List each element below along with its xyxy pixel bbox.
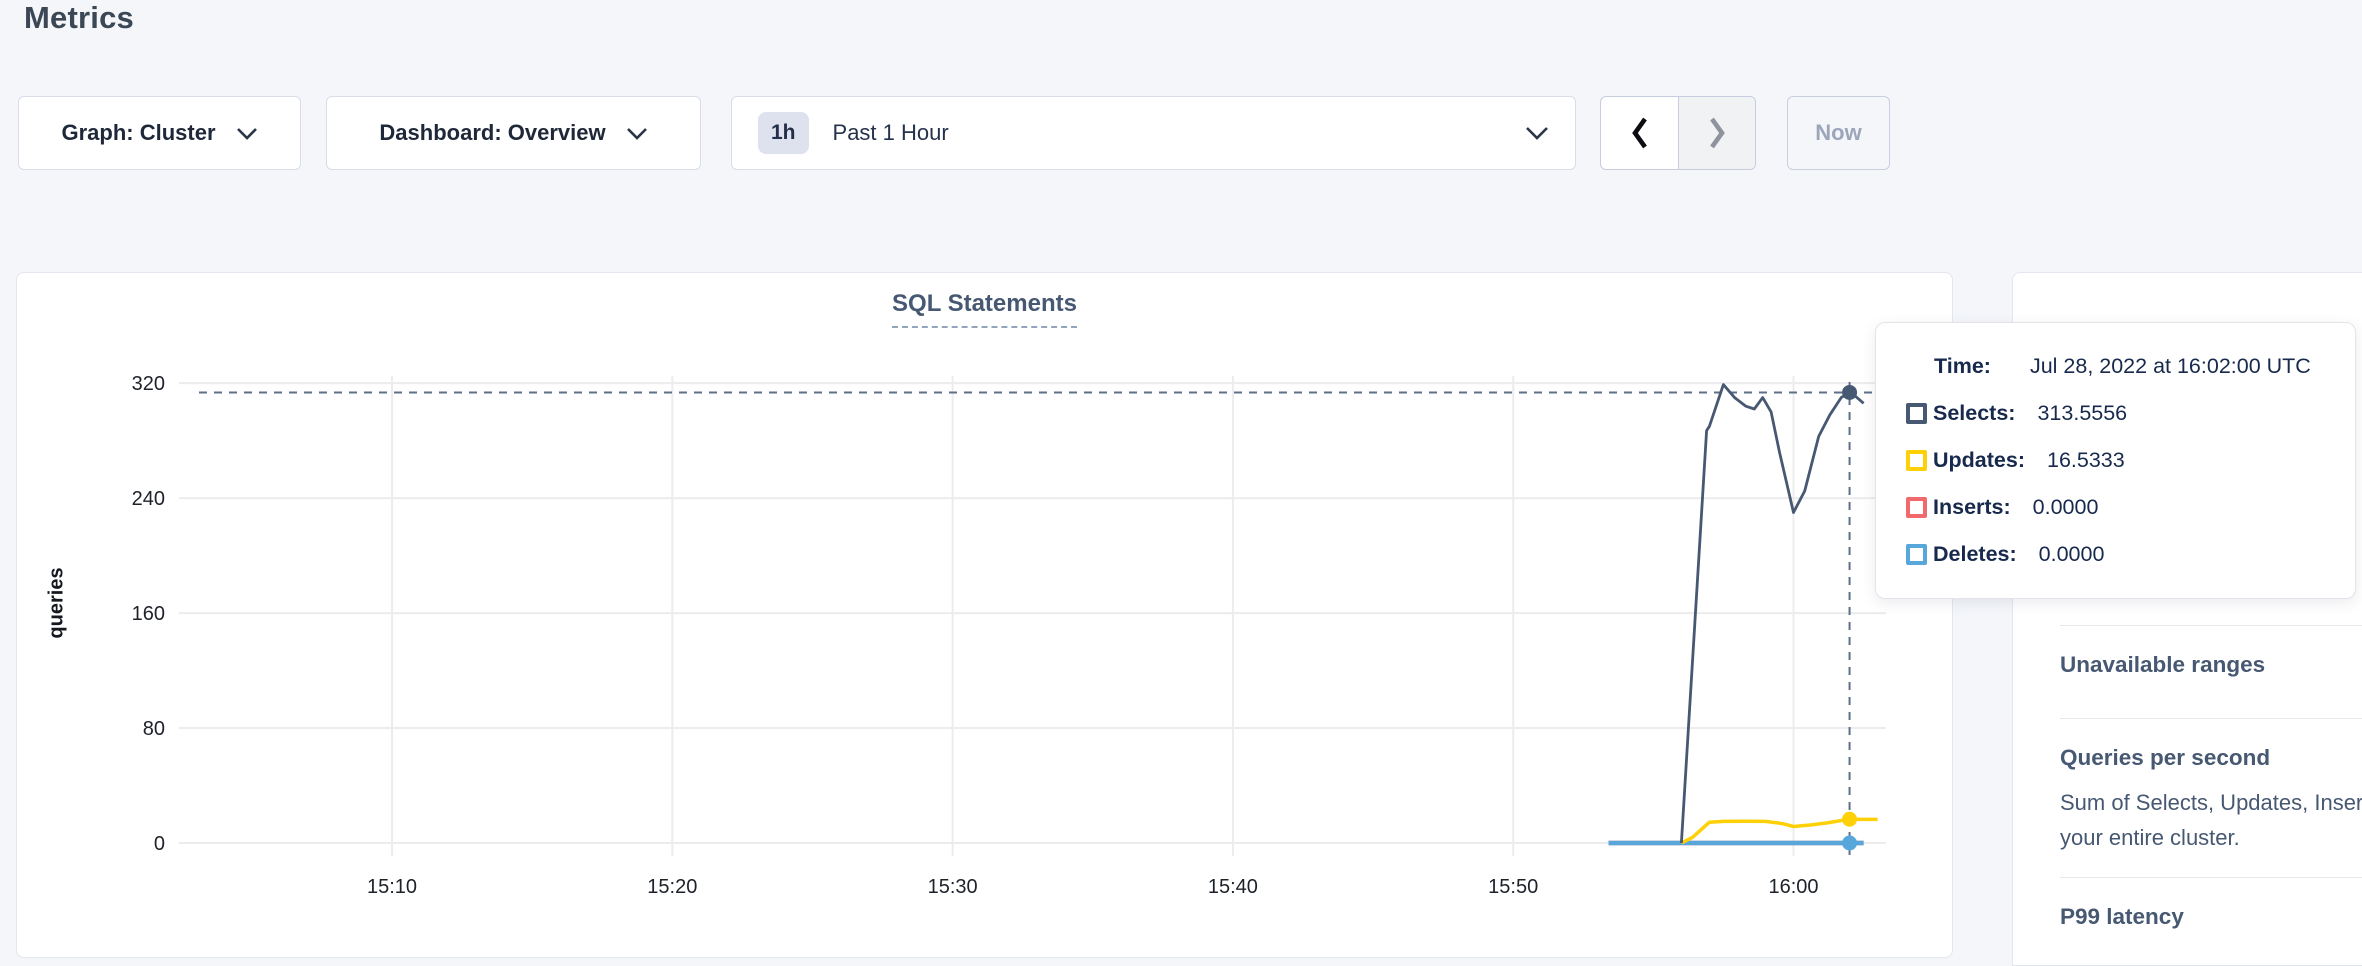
sidebar-section-title: Unavailable ranges: [2060, 652, 2266, 677]
chart-hover-tooltip: Time: Jul 28, 2022 at 16:02:00 UTC Selec…: [1875, 322, 2356, 599]
sidebar-section-queries-per-second: Queries per second Sum of Selects, Updat…: [2013, 745, 2362, 855]
time-back-button[interactable]: [1601, 97, 1678, 169]
tooltip-time-value: Jul 28, 2022 at 16:02:00 UTC: [2029, 354, 2311, 378]
tooltip-series-value: 313.5556: [2037, 401, 2128, 425]
updates-legend-swatch: [1906, 450, 1927, 471]
tooltip-series-value: 16.5333: [2046, 448, 2125, 472]
graph-scope-label: Graph: Cluster: [61, 120, 216, 145]
x-tick-label: 15:10: [367, 876, 417, 898]
dashboard-dropdown[interactable]: Dashboard: Overview: [326, 96, 701, 170]
tooltip-series-label: Inserts:: [1933, 495, 2011, 519]
divider: [2060, 718, 2362, 719]
hover-dot-updates: [1842, 811, 1858, 827]
dashboard-label: Dashboard: Overview: [379, 120, 606, 145]
y-tick-label: 240: [132, 488, 165, 510]
sidebar-section-title: Queries per second: [2060, 745, 2271, 770]
x-tick-label: 15:50: [1488, 876, 1538, 898]
sidebar-section-unavailable-ranges: Unavailable ranges: [2013, 652, 2362, 678]
description-line: Sum of Selects, Updates, Inser: [2060, 790, 2362, 815]
chart-title[interactable]: SQL Statements: [892, 290, 1077, 328]
time-pager: [1600, 96, 1756, 170]
tooltip-updates-row: Updates: 16.5333: [1876, 437, 2355, 484]
tooltip-time-row: Time: Jul 28, 2022 at 16:02:00 UTC: [1876, 343, 2362, 390]
time-range-dropdown[interactable]: 1h Past 1 Hour: [731, 96, 1576, 170]
tooltip-series-label: Selects:: [1933, 401, 2016, 425]
tooltip-deletes-row: Deletes: 0.0000: [1876, 531, 2355, 578]
sidebar-section-description: Sum of Selects, Updates, Inser your enti…: [2060, 785, 2362, 855]
chevron-down-icon: [236, 127, 257, 140]
tooltip-series-label: Deletes:: [1933, 542, 2017, 566]
now-button-label: Now: [1815, 120, 1862, 145]
series-line-selects: [1680, 383, 1865, 844]
tooltip-inserts-row: Inserts: 0.0000: [1876, 484, 2355, 531]
divider: [2060, 625, 2362, 626]
page-title: Metrics: [24, 0, 134, 35]
tooltip-series-label: Updates:: [1933, 448, 2025, 472]
y-tick-label: 80: [143, 718, 165, 740]
chevron-down-icon: [1526, 127, 1548, 140]
chart-title-row: SQL Statements: [17, 290, 1952, 328]
chevron-right-icon: [1710, 117, 1725, 149]
tooltip-series-value: 0.0000: [2032, 495, 2099, 519]
graph-scope-dropdown[interactable]: Graph: Cluster: [18, 96, 301, 170]
time-range-label: Past 1 Hour: [832, 120, 949, 145]
sql-statements-chart-card: SQL Statements queries 0 80 160 240 320 15:10…: [16, 272, 1953, 958]
x-tick-label: 15:30: [928, 876, 978, 898]
y-tick-label: 0: [154, 833, 165, 855]
tooltip-series-value: 0.0000: [2038, 542, 2105, 566]
x-tick-label: 16:00: [1768, 876, 1818, 898]
sidebar-section-p99-latency: P99 latency: [2013, 904, 2362, 930]
time-forward-button-disabled[interactable]: [1678, 97, 1755, 169]
y-tick-label: 160: [132, 603, 165, 625]
now-button-disabled[interactable]: Now: [1787, 96, 1890, 170]
x-tick-label: 15:20: [647, 876, 697, 898]
chevron-left-icon: [1631, 117, 1647, 149]
x-tick-label: 15:40: [1208, 876, 1258, 898]
sidebar-section-title: P99 latency: [2060, 904, 2184, 929]
deletes-legend-swatch: [1906, 544, 1927, 565]
hover-dot-deletes: [1842, 835, 1858, 851]
time-range-badge: 1h: [758, 112, 809, 154]
chevron-down-icon: [626, 127, 647, 140]
selects-legend-swatch: [1906, 403, 1927, 424]
y-tick-label: 320: [132, 373, 165, 395]
divider: [2060, 877, 2362, 878]
hover-dot-selects: [1842, 384, 1858, 400]
inserts-legend-swatch: [1906, 497, 1927, 518]
tooltip-time-label: Time:: [1934, 354, 1991, 378]
sql-statements-chart[interactable]: 0 80 160 240 320 15:10 15:20 15:30 15:40 15:50 16:…: [17, 273, 1952, 957]
tooltip-selects-row: Selects: 313.5556: [1876, 390, 2355, 437]
description-line: your entire cluster.: [2060, 825, 2240, 850]
